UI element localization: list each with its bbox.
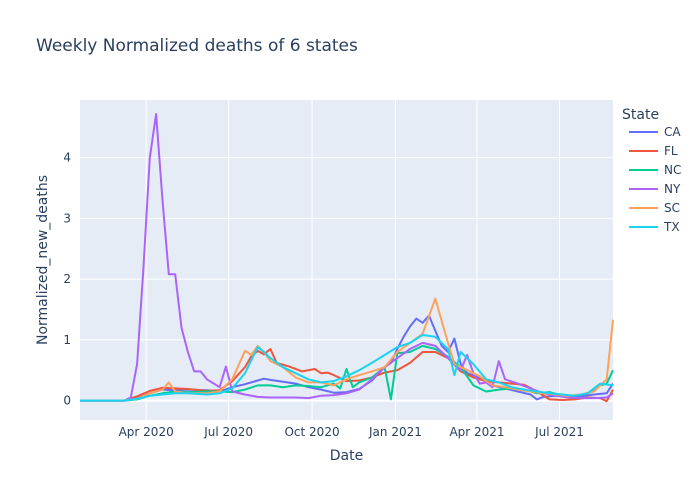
legend-item-tx: TX xyxy=(663,220,680,234)
x-axis-ticks: Apr 2020 Jul 2020 Oct 2020 Jan 2021 Apr 2021… xyxy=(119,425,584,439)
y-axis-ticks: 0 1 2 3 4 xyxy=(63,151,71,408)
x-axis-title: Date xyxy=(330,448,363,464)
legend-item-ny: NY xyxy=(664,182,681,196)
x-tick-label: Jul 2020 xyxy=(203,425,253,439)
y-tick-label: 1 xyxy=(63,333,71,347)
legend-item-sc: SC xyxy=(664,201,680,215)
x-tick-label: Apr 2021 xyxy=(449,425,504,439)
gridlines xyxy=(80,100,613,420)
x-tick-label: Apr 2020 xyxy=(119,425,174,439)
y-tick-label: 2 xyxy=(63,272,71,286)
y-tick-label: 3 xyxy=(63,211,71,225)
series-line-tx xyxy=(80,334,614,402)
x-tick-label: Jul 2021 xyxy=(534,425,584,439)
series-lines xyxy=(80,113,614,403)
legend-item-fl: FL xyxy=(664,144,678,158)
y-axis-title: Normalized_new_deaths xyxy=(35,175,51,345)
plot-area xyxy=(80,100,613,420)
series-line-ny xyxy=(80,113,614,402)
chart-title: Weekly Normalized deaths of 6 states xyxy=(36,36,358,56)
y-tick-label: 0 xyxy=(63,394,71,408)
legend: CA FL NC NY SC TX xyxy=(629,125,681,234)
legend-item-nc: NC xyxy=(664,163,681,177)
legend-item-ca: CA xyxy=(664,125,681,139)
legend-title: State xyxy=(622,107,659,123)
y-tick-label: 4 xyxy=(63,151,71,165)
x-tick-label: Jan 2021 xyxy=(368,425,422,439)
x-tick-label: Oct 2020 xyxy=(284,425,339,439)
